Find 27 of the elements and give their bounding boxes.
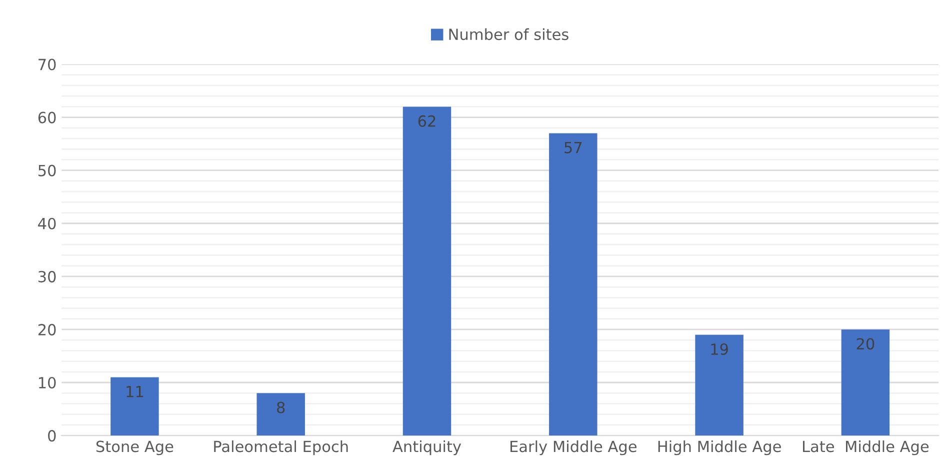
y-tick-label: 20: [38, 324, 56, 336]
y-tick-label: 40: [38, 218, 56, 230]
y-tick-label: 70: [38, 58, 56, 70]
x-tick-label: High Middle Age: [658, 440, 781, 456]
bar: [695, 334, 744, 436]
data-label: 11: [126, 386, 144, 398]
bar: [549, 133, 598, 436]
data-label: 8: [277, 402, 285, 414]
legend-label: Number of sites: [449, 28, 568, 40]
data-label: 62: [418, 115, 436, 127]
bar: [256, 393, 305, 436]
y-tick-label: 0: [48, 430, 56, 442]
data-label: 20: [856, 338, 874, 350]
x-tick-label: Late Middle Age: [803, 440, 929, 456]
bar: [841, 329, 890, 436]
x-tick-label: Early Middle Age: [510, 440, 636, 456]
bar: [402, 106, 452, 436]
x-tick-label: Antiquity: [392, 440, 462, 456]
data-label: 19: [711, 343, 728, 355]
y-tick-label: 30: [38, 270, 56, 282]
y-tick-label: 10: [38, 376, 56, 389]
data-label: 57: [564, 142, 582, 154]
bar: [110, 377, 159, 436]
y-tick-label: 60: [38, 112, 56, 124]
x-tick-label: Paleometal Epoch: [214, 440, 348, 456]
x-tick-label: Stone Age: [96, 440, 174, 456]
y-tick-label: 50: [38, 164, 56, 176]
